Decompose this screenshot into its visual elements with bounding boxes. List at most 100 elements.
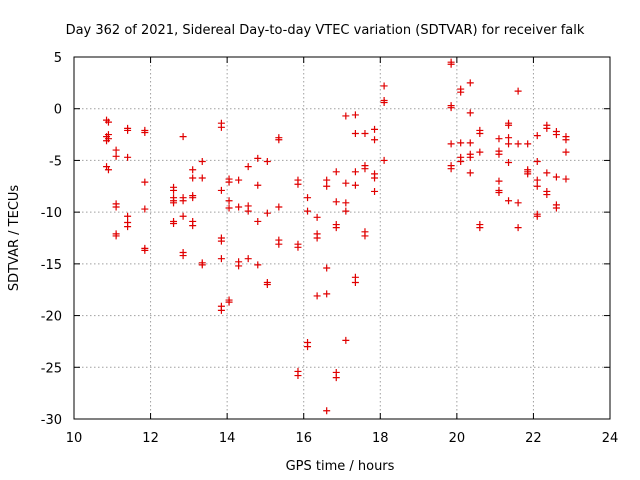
data-point — [170, 199, 178, 207]
data-point — [170, 220, 178, 228]
data-point — [112, 152, 120, 160]
data-point — [533, 132, 541, 140]
data-point — [457, 157, 465, 165]
data-point — [562, 148, 570, 156]
data-point — [254, 181, 262, 189]
data-point — [351, 111, 359, 119]
data-point — [217, 237, 225, 245]
x-tick-label: 14 — [219, 431, 236, 446]
data-point — [342, 336, 350, 344]
data-point — [342, 112, 350, 120]
data-point — [275, 136, 283, 144]
data-point — [112, 203, 120, 211]
data-point — [447, 60, 455, 68]
data-point — [294, 372, 302, 380]
data-point — [447, 165, 455, 173]
data-point — [244, 255, 252, 263]
data-point — [495, 188, 503, 196]
tick-labels: 10 12 14 16 18 20 22 24 -30 -25 -20 -15 -10 -5 0 5 — [41, 51, 619, 446]
data-point — [235, 262, 243, 270]
data-point — [304, 207, 312, 215]
data-point — [104, 166, 112, 174]
data-point — [179, 197, 187, 205]
data-point — [124, 212, 132, 220]
data-point — [476, 130, 484, 138]
data-point — [514, 224, 522, 232]
data-point — [466, 109, 474, 117]
data-point — [323, 407, 331, 415]
data-point — [514, 140, 522, 148]
data-point — [323, 182, 331, 190]
data-point — [476, 224, 484, 232]
data-points — [103, 58, 570, 415]
data-point — [235, 176, 243, 184]
y-tick-label: -10 — [41, 206, 62, 221]
data-point — [361, 232, 369, 240]
x-tick-label: 20 — [449, 431, 466, 446]
data-point — [380, 82, 388, 90]
data-point — [189, 174, 197, 182]
data-point — [533, 157, 541, 165]
data-point — [476, 148, 484, 156]
data-point — [543, 124, 551, 132]
x-tick-label: 18 — [372, 431, 389, 446]
data-point — [466, 139, 474, 147]
data-point — [457, 139, 465, 147]
data-point — [294, 180, 302, 188]
data-point — [533, 176, 541, 184]
grid — [74, 57, 610, 419]
data-point — [342, 207, 350, 215]
data-point — [304, 194, 312, 202]
data-point — [179, 133, 187, 141]
data-point — [495, 177, 503, 185]
data-point — [562, 136, 570, 144]
data-point — [543, 169, 551, 177]
data-point — [552, 204, 560, 212]
data-point — [275, 240, 283, 248]
data-point — [104, 131, 112, 139]
data-point — [447, 104, 455, 112]
data-point — [351, 278, 359, 286]
data-point — [235, 203, 243, 211]
y-tick-label: -5 — [49, 154, 62, 169]
x-tick-label: 24 — [602, 431, 619, 446]
data-point — [313, 213, 321, 221]
y-tick-label: -15 — [41, 258, 62, 273]
data-point — [466, 169, 474, 177]
axes — [73, 56, 611, 420]
data-point — [562, 175, 570, 183]
data-point — [371, 125, 379, 133]
data-point — [104, 118, 112, 126]
data-point — [112, 232, 120, 240]
data-point — [351, 130, 359, 138]
data-point — [332, 168, 340, 176]
data-point — [141, 129, 149, 137]
data-point — [244, 207, 252, 215]
data-point — [141, 205, 149, 213]
data-point — [217, 186, 225, 194]
data-point — [552, 173, 560, 181]
data-point — [170, 186, 178, 194]
y-tick-label: -20 — [41, 310, 62, 325]
x-tick-label: 12 — [142, 431, 159, 446]
data-point — [332, 374, 340, 382]
data-point — [380, 99, 388, 107]
data-point — [543, 191, 551, 199]
data-point — [524, 140, 532, 148]
data-point — [380, 156, 388, 164]
data-point — [505, 134, 513, 142]
data-point — [552, 131, 560, 139]
data-point — [189, 222, 197, 230]
data-point — [124, 223, 132, 231]
data-point — [198, 174, 206, 182]
data-point — [361, 130, 369, 138]
data-point — [225, 197, 233, 205]
data-point — [371, 187, 379, 195]
data-point — [495, 150, 503, 158]
data-point — [351, 168, 359, 176]
data-point — [294, 243, 302, 251]
data-point — [225, 178, 233, 186]
data-point — [371, 174, 379, 182]
data-point — [217, 123, 225, 131]
